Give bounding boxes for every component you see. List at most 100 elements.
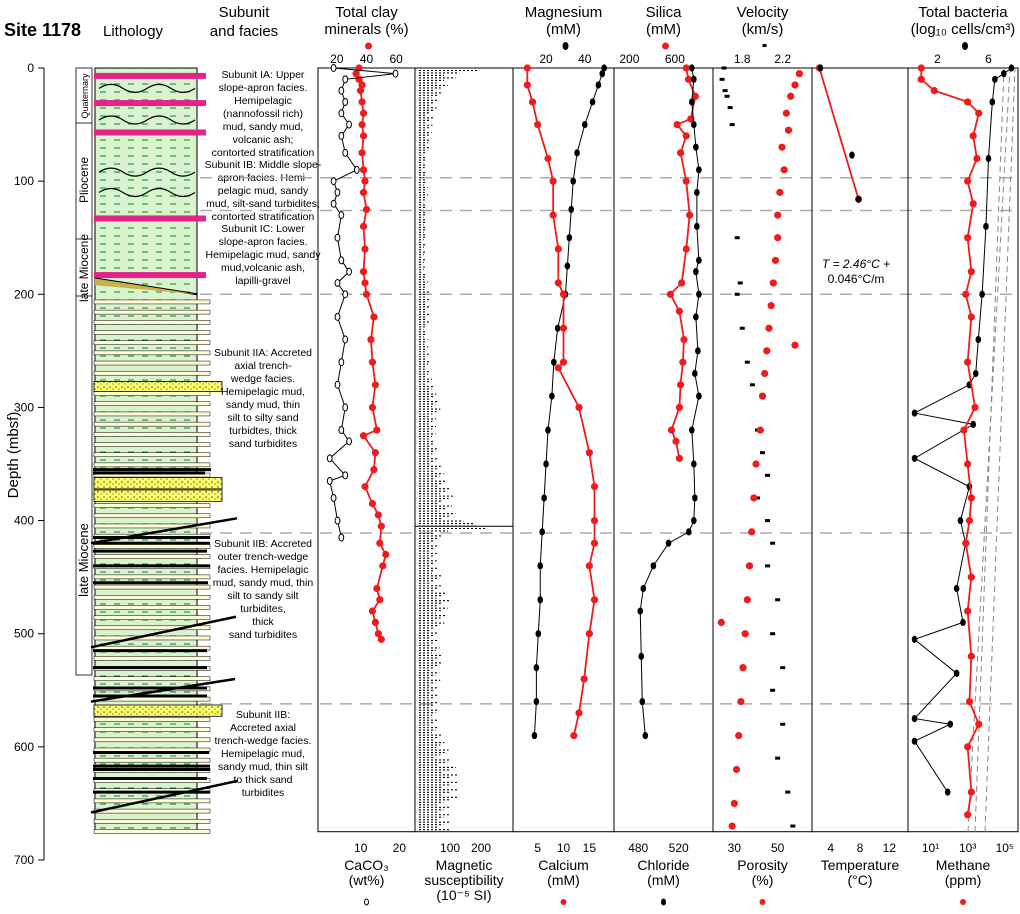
legend-marker (365, 42, 372, 50)
panel-bottom-tick: 20 (393, 841, 407, 855)
silt-layer (93, 808, 211, 814)
data-point (374, 630, 382, 638)
data-point (640, 584, 647, 593)
subunit-line: Subunit IIA: Accreted (214, 347, 312, 359)
data-point (334, 312, 341, 321)
silt-layer (93, 503, 211, 508)
panel-frame (712, 67, 813, 833)
data-point (352, 70, 360, 78)
legend-marker (661, 898, 666, 906)
age-strip: Quaternary Pliocene late Miocene late Mi… (75, 67, 93, 676)
data-point (855, 195, 862, 203)
data-point (373, 584, 381, 593)
age-late-miocene-lower: late Miocene (76, 523, 91, 597)
silt-layer (93, 330, 211, 335)
data-point (361, 483, 369, 491)
data-point (967, 313, 975, 321)
subunit-header-line-1: Subunit (219, 4, 271, 21)
panel-bottom-title: (ppm) (945, 872, 982, 888)
data-point (930, 87, 938, 95)
depth-tick-label: 500 (14, 627, 34, 641)
data-point (765, 473, 771, 477)
data-point (675, 403, 684, 412)
data-point (362, 290, 371, 298)
data-point (326, 476, 333, 485)
data-point (971, 403, 979, 412)
data-point (535, 630, 542, 638)
silt-layer (93, 401, 211, 407)
data-point (675, 454, 684, 462)
panel-6: Total bacteria(log₁₀ cells/cm³) 2 6 Methane… (907, 4, 1019, 905)
data-point (732, 765, 741, 774)
data-point (342, 471, 349, 480)
subunit-line: Hemipelagic mud, (221, 386, 305, 398)
panel-bottom-title: (°C) (847, 872, 872, 888)
data-point (693, 268, 699, 276)
data-point (911, 714, 918, 723)
data-point (780, 166, 788, 174)
subunit-line: Subunit IIB: Accreted (214, 538, 312, 550)
data-point (754, 496, 760, 500)
data-point (911, 409, 918, 417)
data-point (778, 143, 786, 151)
data-point (965, 698, 974, 706)
silt-layer (93, 727, 211, 732)
data-point (964, 811, 972, 819)
data-point (338, 109, 345, 118)
data-point (784, 126, 793, 134)
data-point (334, 233, 341, 242)
data-point (749, 383, 755, 387)
fault-line (90, 677, 236, 703)
silt-layer (93, 462, 211, 468)
data-point (531, 731, 538, 740)
data-point (554, 364, 562, 372)
silt-layer (93, 309, 211, 315)
subunit-line: Hemipelagic (234, 95, 292, 107)
panel-frame (811, 67, 909, 833)
panel-top-tick: 6 (985, 52, 992, 66)
depth-tick-label: 600 (14, 740, 34, 754)
panel-bottom-tick: 15 (583, 841, 597, 855)
data-point (590, 483, 599, 491)
panel-top-tick: 20 (539, 52, 553, 66)
subunit-line: contorted stratification (212, 211, 315, 223)
contorted-bedding (98, 187, 196, 198)
data-point (585, 630, 593, 638)
data-point (545, 426, 551, 434)
ash-layer (94, 215, 206, 222)
data-point (1001, 70, 1007, 78)
data-point (330, 64, 337, 72)
data-point (359, 188, 368, 197)
lithology-background (94, 67, 198, 833)
data-point (992, 75, 998, 83)
panel-top-title: (log₁₀ cells/cm³) (911, 21, 1016, 38)
subunit-line: (nannofossil rich) (223, 108, 303, 120)
panel-bottom-tick: 10¹ (922, 841, 939, 855)
data-point (528, 98, 537, 106)
silt-layer (93, 829, 211, 834)
sand-turbidite (93, 381, 223, 392)
data-point (739, 664, 747, 672)
data-point (667, 426, 676, 434)
unit-boundary-lines (200, 176, 1018, 705)
data-point (676, 381, 685, 389)
silt-layer (93, 350, 211, 356)
fault-line (90, 779, 239, 814)
data-point (601, 64, 607, 72)
subunit-line: sandy mud, thin silt (218, 761, 308, 773)
legend-marker (562, 42, 569, 50)
data-point (744, 360, 750, 364)
data-point (595, 81, 602, 89)
data-point (691, 92, 699, 100)
ash-layer (94, 72, 206, 79)
silt-layer (93, 299, 211, 305)
panel-top-title: Total bacteria (918, 4, 1008, 21)
data-point (972, 369, 979, 378)
lithology-header: Lithology (103, 23, 164, 40)
data-point (696, 290, 702, 298)
data-point (775, 756, 781, 760)
subunit-line: outer trench-wedge (218, 551, 309, 563)
data-point (965, 516, 974, 525)
